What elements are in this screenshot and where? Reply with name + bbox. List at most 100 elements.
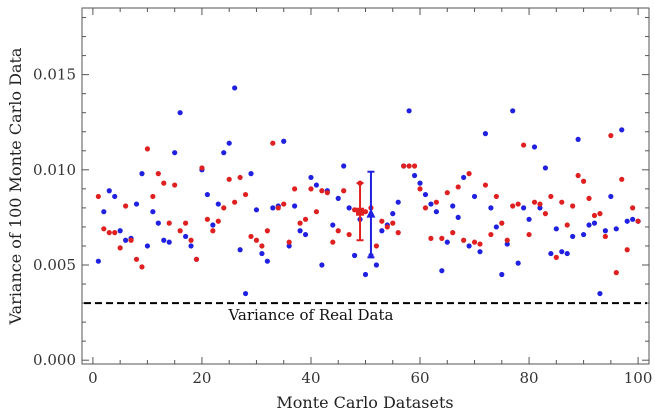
data-point-series-2 — [270, 140, 276, 146]
data-point-series-1 — [526, 216, 532, 222]
data-point-series-1 — [422, 191, 429, 198]
data-point-series-2 — [379, 218, 385, 224]
data-point-series-2 — [373, 243, 380, 249]
tick-labels: 0 20 40 60 80 100 0.000 0.005 0.010 0.015 — [33, 66, 652, 387]
data-point-series-2 — [264, 228, 270, 234]
data-point-series-2 — [106, 230, 112, 236]
reference-line-group: Variance of Real Data — [84, 302, 647, 324]
data-point-series-2 — [210, 228, 216, 234]
data-point-series-1 — [395, 199, 401, 205]
data-point-series-2 — [133, 256, 140, 262]
data-point-series-2 — [406, 163, 412, 169]
data-point-series-1 — [133, 201, 140, 207]
data-point-series-1 — [346, 205, 352, 211]
data-point-series-1 — [150, 209, 156, 215]
data-point-series-1 — [537, 205, 543, 211]
data-point-series-2 — [586, 195, 592, 201]
data-point-series-1 — [335, 195, 341, 201]
data-point-series-2 — [362, 209, 369, 215]
data-point-series-2 — [341, 188, 347, 194]
data-point-series-1 — [182, 233, 189, 240]
data-point-series-2 — [542, 211, 549, 217]
data-point-series-1 — [630, 216, 636, 222]
data-point-series-1 — [221, 150, 227, 156]
data-point-series-1 — [455, 214, 461, 221]
data-point-series-1 — [504, 241, 510, 247]
data-point-series-1 — [597, 290, 603, 297]
data-point-series-1 — [264, 258, 270, 264]
data-point-series-2 — [193, 256, 200, 262]
data-point-series-2 — [242, 191, 249, 198]
error-bar-mean-marker — [356, 207, 365, 216]
data-point-series-2 — [335, 228, 341, 234]
data-point-series-2 — [319, 188, 325, 194]
data-point-series-1 — [177, 110, 183, 116]
y-tick-label: 0.010 — [33, 161, 76, 179]
data-point-series-2 — [433, 199, 439, 205]
data-point-series-2 — [548, 193, 554, 200]
data-point-series-2 — [580, 178, 587, 184]
data-point-series-2 — [499, 220, 505, 226]
data-point-series-1 — [123, 237, 129, 243]
reference-line-label: Variance of Real Data — [227, 306, 393, 324]
data-point-series-1 — [204, 191, 210, 198]
data-point-series-2 — [597, 211, 603, 217]
data-point-series-1 — [330, 222, 336, 228]
data-point-series-2 — [117, 245, 123, 251]
data-point-series-2 — [144, 146, 151, 152]
data-point-series-1 — [341, 163, 347, 169]
data-point-series-2 — [248, 233, 254, 240]
data-point-series-2 — [515, 201, 521, 207]
axis-ticks — [82, 8, 649, 364]
data-point-series-2 — [428, 235, 434, 241]
data-point-series-2 — [215, 218, 221, 224]
data-point-series-2 — [324, 190, 330, 196]
data-point-series-2 — [401, 163, 407, 169]
data-point-series-1 — [521, 205, 527, 211]
x-tick-label: 0 — [88, 369, 98, 387]
data-point-series-1 — [624, 218, 630, 224]
data-point-series-2 — [286, 239, 292, 245]
data-point-series-2 — [635, 218, 641, 224]
data-point-series-2 — [259, 243, 265, 249]
data-point-series-1 — [548, 250, 554, 257]
x-tick-label: 80 — [520, 369, 539, 387]
data-point-series-1 — [112, 193, 118, 200]
data-point-series-1 — [461, 174, 467, 181]
data-point-series-1 — [450, 203, 456, 209]
data-point-series-2 — [101, 226, 107, 232]
data-point-series-2 — [221, 205, 227, 211]
data-point-series-1 — [117, 228, 123, 234]
data-point-series-2 — [461, 237, 467, 243]
data-point-series-1 — [477, 249, 483, 255]
data-point-series-2 — [166, 220, 172, 226]
data-point-series-2 — [226, 176, 232, 182]
data-point-series-2 — [188, 237, 194, 243]
data-point-series-2 — [471, 239, 478, 245]
data-point-series-1 — [248, 171, 254, 177]
data-point-series-2 — [95, 193, 101, 200]
data-point-series-2 — [450, 230, 456, 236]
data-point-series-2 — [232, 199, 238, 205]
data-point-series-2 — [128, 237, 134, 243]
data-points — [95, 85, 641, 297]
data-point-series-1 — [439, 268, 445, 274]
data-point-series-1 — [319, 262, 325, 268]
data-point-series-2 — [411, 163, 418, 169]
data-point-series-2 — [351, 207, 358, 213]
data-point-series-2 — [466, 171, 472, 177]
data-point-series-2 — [531, 199, 538, 205]
data-point-series-2 — [575, 172, 581, 179]
data-point-series-2 — [444, 190, 450, 196]
data-point-series-2 — [161, 180, 167, 186]
data-point-series-2 — [199, 165, 205, 171]
data-point-series-2 — [302, 216, 309, 222]
data-point-series-2 — [150, 193, 156, 200]
data-point-series-1 — [602, 228, 608, 234]
data-point-series-1 — [390, 211, 396, 217]
data-point-series-2 — [559, 199, 565, 205]
data-point-series-1 — [482, 131, 489, 137]
data-point-series-1 — [428, 201, 434, 207]
data-point-series-1 — [226, 140, 232, 146]
data-point-series-1 — [139, 171, 145, 177]
